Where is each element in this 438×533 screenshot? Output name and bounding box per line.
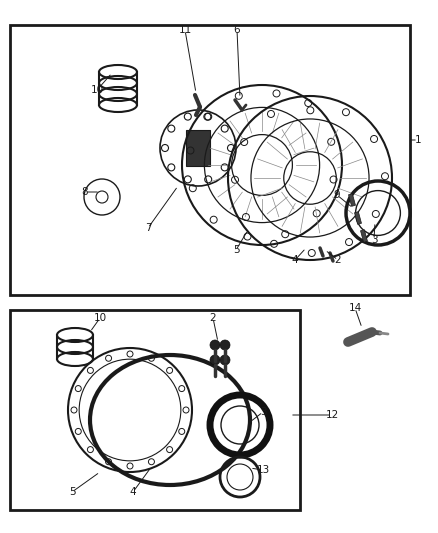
Text: 12: 12: [325, 410, 339, 420]
Bar: [354, 212, 361, 224]
Bar: [349, 193, 356, 206]
Text: 4: 4: [130, 487, 136, 497]
Text: 4: 4: [292, 255, 298, 265]
Text: 1: 1: [415, 135, 421, 145]
Bar: [10, 25, 410, 295]
Bar: [360, 230, 367, 243]
Text: 5: 5: [233, 245, 239, 255]
Text: 13: 13: [256, 465, 270, 475]
Text: 2: 2: [335, 255, 341, 265]
Text: 11: 11: [178, 25, 192, 35]
Text: 3: 3: [371, 235, 377, 245]
Circle shape: [210, 340, 220, 350]
Text: 10: 10: [93, 313, 106, 323]
Bar: [10, 310, 300, 510]
Text: 8: 8: [82, 187, 88, 197]
Text: 14: 14: [348, 303, 362, 313]
Text: 6: 6: [234, 25, 240, 35]
Text: 2: 2: [210, 313, 216, 323]
Text: 7: 7: [145, 223, 151, 233]
Circle shape: [210, 355, 220, 365]
Text: 9: 9: [334, 190, 340, 200]
Text: 10: 10: [90, 85, 103, 95]
Circle shape: [220, 355, 230, 365]
Bar: [186, 130, 210, 166]
Circle shape: [220, 340, 230, 350]
Text: 3: 3: [260, 407, 266, 417]
Text: 5: 5: [69, 487, 75, 497]
